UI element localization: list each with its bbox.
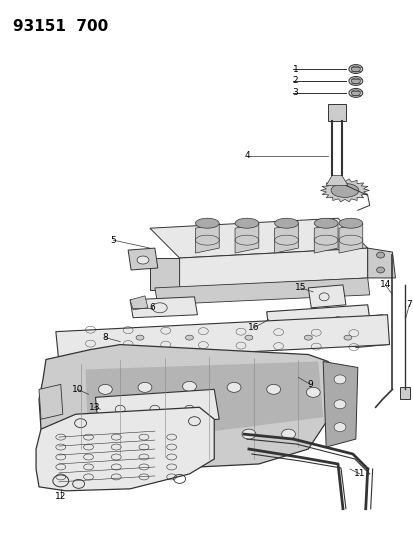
Polygon shape [320, 179, 368, 202]
Ellipse shape [195, 218, 218, 228]
Polygon shape [150, 218, 367, 258]
Text: 16: 16 [247, 323, 259, 332]
Ellipse shape [333, 375, 345, 384]
Ellipse shape [182, 382, 196, 391]
Polygon shape [308, 285, 345, 308]
Polygon shape [195, 223, 218, 253]
Ellipse shape [274, 218, 298, 228]
Ellipse shape [304, 335, 311, 340]
Ellipse shape [244, 335, 252, 340]
Ellipse shape [376, 267, 384, 273]
Ellipse shape [108, 424, 122, 434]
Ellipse shape [235, 218, 258, 228]
Ellipse shape [293, 366, 303, 374]
Text: 14: 14 [379, 280, 390, 289]
Polygon shape [39, 384, 63, 419]
Polygon shape [325, 175, 347, 185]
Ellipse shape [348, 64, 362, 74]
Polygon shape [95, 389, 218, 427]
Ellipse shape [330, 183, 358, 197]
Text: 2: 2 [292, 76, 297, 85]
Ellipse shape [197, 427, 211, 437]
Polygon shape [323, 361, 357, 447]
Polygon shape [328, 104, 345, 121]
Text: 12: 12 [55, 492, 66, 502]
Text: 13: 13 [88, 403, 100, 412]
Polygon shape [399, 387, 409, 399]
Polygon shape [39, 345, 337, 467]
Text: 3: 3 [292, 88, 298, 98]
Ellipse shape [348, 88, 362, 98]
Ellipse shape [292, 366, 304, 383]
Ellipse shape [333, 423, 345, 432]
Polygon shape [352, 315, 387, 348]
Polygon shape [36, 407, 214, 491]
Polygon shape [150, 258, 179, 290]
Polygon shape [313, 223, 337, 253]
Ellipse shape [137, 256, 149, 264]
Ellipse shape [351, 66, 359, 72]
Ellipse shape [227, 382, 240, 392]
Text: 6: 6 [149, 303, 154, 312]
Ellipse shape [241, 429, 255, 439]
Text: 11: 11 [353, 470, 365, 479]
Polygon shape [56, 315, 389, 361]
Polygon shape [130, 297, 197, 318]
Text: 5: 5 [110, 236, 116, 245]
Ellipse shape [343, 335, 351, 340]
Polygon shape [274, 223, 298, 253]
Text: 4: 4 [244, 151, 249, 160]
Ellipse shape [376, 252, 384, 258]
Ellipse shape [348, 77, 362, 85]
Ellipse shape [266, 384, 280, 394]
Ellipse shape [306, 387, 319, 397]
Polygon shape [367, 248, 394, 278]
Ellipse shape [136, 335, 144, 340]
Polygon shape [266, 305, 372, 346]
Polygon shape [179, 248, 367, 288]
Text: 15: 15 [294, 284, 305, 293]
Ellipse shape [351, 78, 359, 84]
Ellipse shape [313, 218, 337, 228]
Text: 7: 7 [406, 300, 411, 309]
Polygon shape [235, 223, 258, 253]
Polygon shape [85, 361, 323, 447]
Ellipse shape [351, 90, 359, 96]
Ellipse shape [281, 429, 295, 439]
Ellipse shape [333, 400, 345, 409]
Ellipse shape [98, 384, 112, 394]
Text: 1: 1 [292, 64, 298, 74]
Polygon shape [338, 223, 362, 253]
Text: 8: 8 [102, 333, 108, 342]
Ellipse shape [338, 218, 362, 228]
Ellipse shape [152, 426, 166, 436]
Ellipse shape [138, 382, 152, 392]
Polygon shape [128, 248, 157, 270]
Text: 10: 10 [72, 385, 83, 394]
Text: 93151  700: 93151 700 [13, 19, 108, 34]
Text: 9: 9 [307, 380, 312, 389]
Polygon shape [130, 296, 147, 310]
Polygon shape [154, 278, 369, 305]
Ellipse shape [185, 335, 193, 340]
